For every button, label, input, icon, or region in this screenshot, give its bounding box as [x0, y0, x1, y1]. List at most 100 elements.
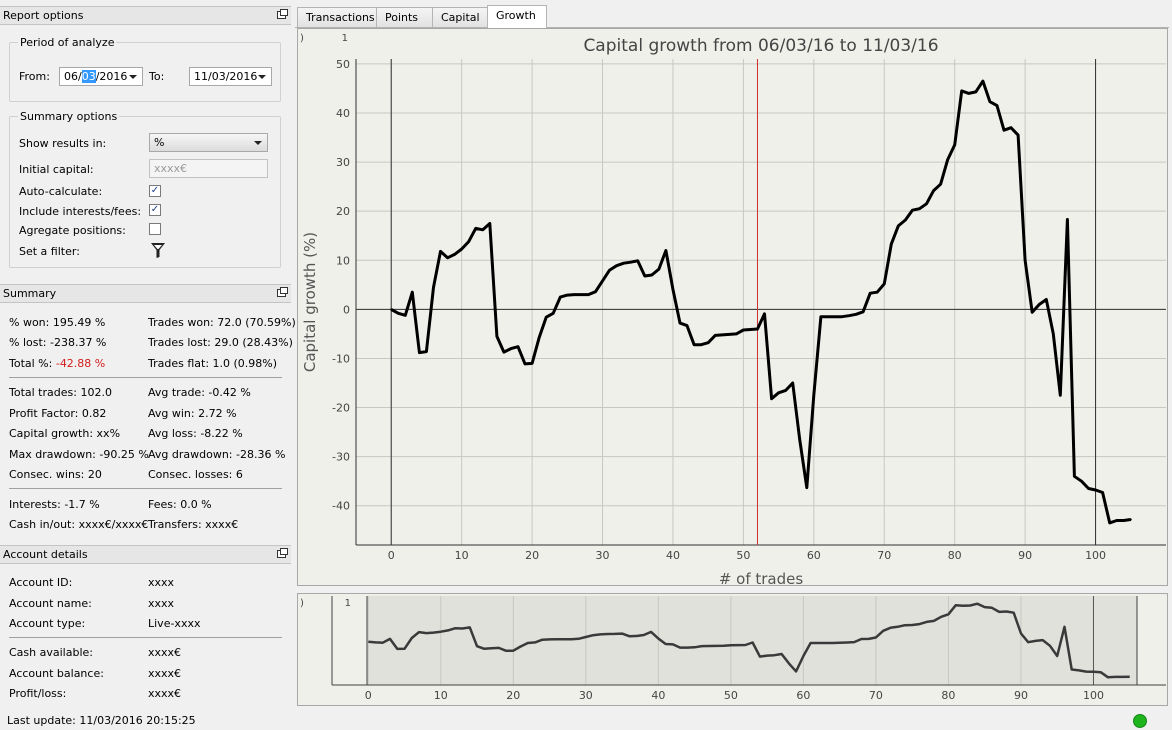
navigator-tick-label: 30: [579, 689, 593, 702]
to-date-dropdown-icon[interactable]: [258, 75, 266, 79]
account-id-label: Account ID:: [9, 576, 73, 589]
capital-growth: Capital growth: xx%: [9, 427, 121, 440]
data-point: [580, 293, 583, 296]
data-point: [559, 296, 562, 299]
data-point: [833, 315, 836, 318]
tab-transactions[interactable]: Transactions: [297, 7, 377, 27]
account-type-label: Account type:: [9, 617, 86, 630]
growth-chart[interactable]: 0 10 20 30 40 50 60 70 80 90 100 -40 -30 -20 -10 0 10 20 3…: [298, 29, 1167, 585]
data-point: [679, 322, 681, 325]
navigator-frame: 0 10 20 30 40 50 60 70 80 90 100 1): [297, 593, 1168, 706]
data-point: [509, 347, 512, 350]
avg-win: Avg win: 2.72 %: [148, 407, 237, 420]
data-point: [650, 274, 653, 276]
tab-capital[interactable]: Capital: [432, 7, 488, 27]
profit-factor: Profit Factor: 0.82: [9, 407, 107, 420]
avg-loss: Avg loss: -8.22 %: [148, 427, 243, 440]
data-point: [981, 80, 984, 83]
data-point: [728, 333, 731, 336]
data-point: [453, 253, 456, 256]
tab-growth[interactable]: Growth: [487, 5, 547, 28]
data-point: [1052, 332, 1055, 335]
data-point: [1129, 518, 1132, 521]
data-point: [1017, 134, 1020, 137]
data-point: [1066, 218, 1069, 221]
pct-lost: % lost: -238.37 %: [9, 336, 107, 349]
y-tick-label: -20: [332, 402, 350, 415]
data-point: [643, 274, 646, 277]
initial-capital-input[interactable]: xxxx€: [149, 159, 268, 178]
y-tick-label: -40: [332, 500, 350, 513]
max-drawdown: Max drawdown: -90.25 %: [9, 448, 149, 461]
show-results-select[interactable]: %: [149, 133, 268, 152]
undock-icon[interactable]: [277, 9, 288, 19]
data-point: [995, 104, 998, 107]
total-trades: Total trades: 102.0: [9, 386, 112, 399]
show-results-value: %: [154, 136, 165, 149]
tab-points[interactable]: Points: [376, 7, 433, 27]
x-tick-label: 60: [807, 549, 821, 562]
filter-icon[interactable]: [150, 242, 166, 259]
data-point: [946, 158, 949, 161]
cash-available-value: xxxx€: [148, 646, 182, 659]
to-label: To:: [149, 70, 165, 83]
total-pct-value: -42.88 %: [55, 357, 106, 370]
navigator-tick-label: 90: [1014, 689, 1028, 702]
data-point: [629, 261, 632, 264]
from-date-day: 06/: [64, 70, 82, 83]
fees: Fees: 0.0 %: [148, 498, 212, 511]
y-tick-label: 20: [336, 205, 350, 218]
navigator-tick-label: 70: [869, 689, 883, 702]
undock-icon[interactable]: [277, 548, 288, 558]
data-point: [784, 389, 787, 392]
navigator-series-line: [368, 602, 1130, 679]
account-details-title: Account details: [3, 548, 88, 561]
total-pct: Total %: -42.88 %: [9, 357, 105, 370]
undock-icon[interactable]: [277, 287, 288, 297]
navigator-tick-label: 80: [941, 689, 955, 702]
account-name-label: Account name:: [9, 597, 92, 610]
from-date-field[interactable]: 06/03/2016: [59, 67, 143, 86]
data-point: [967, 92, 970, 95]
show-results-dropdown-icon[interactable]: [254, 141, 262, 145]
consec-wins: Consec. wins: 20: [9, 468, 102, 481]
data-point: [805, 486, 808, 489]
y-axis-label: Capital growth (%): [301, 232, 319, 372]
navigator-tick-label: 0: [365, 689, 372, 702]
data-point: [538, 336, 541, 339]
data-point: [1073, 475, 1076, 478]
data-point: [700, 343, 703, 346]
include-fees-checkbox[interactable]: ✓: [149, 204, 161, 216]
chart-corner-label: 1: [342, 33, 348, 44]
from-date-year: /2016: [95, 70, 128, 83]
x-tick-label: 10: [455, 549, 469, 562]
data-point: [763, 312, 766, 315]
data-point: [721, 333, 724, 336]
profit-loss-value: xxxx€: [148, 687, 182, 700]
data-point: [1087, 487, 1090, 490]
interests: Interests: -1.7 %: [9, 498, 100, 511]
data-point: [439, 250, 442, 253]
show-results-label: Show results in:: [19, 137, 107, 150]
data-point: [411, 291, 414, 294]
navigator-chart[interactable]: 0 10 20 30 40 50 60 70 80 90 100 1): [298, 594, 1167, 705]
total-pct-label: Total %:: [9, 357, 56, 370]
data-point: [552, 312, 555, 315]
data-point: [425, 350, 428, 353]
trades-flat: Trades flat: 1.0 (0.98%): [148, 357, 278, 370]
x-tick-label: 70: [877, 549, 891, 562]
from-date-dropdown-icon[interactable]: [129, 75, 137, 79]
data-point: [495, 335, 498, 338]
aggregate-positions-checkbox[interactable]: [149, 223, 161, 235]
data-point: [671, 288, 674, 291]
to-date-field[interactable]: 11/03/2016: [189, 67, 272, 86]
data-point: [1031, 311, 1034, 314]
trades-lost: Trades lost: 29.0 (28.43%): [148, 336, 293, 349]
auto-calculate-checkbox[interactable]: ✓: [149, 185, 161, 197]
data-point: [974, 90, 977, 93]
summary-title: Summary: [3, 287, 57, 300]
account-balance-label: Account balance:: [9, 667, 104, 680]
from-label: From:: [19, 70, 50, 83]
data-point: [932, 189, 935, 192]
period-group-title: Period of analyze: [18, 36, 117, 49]
